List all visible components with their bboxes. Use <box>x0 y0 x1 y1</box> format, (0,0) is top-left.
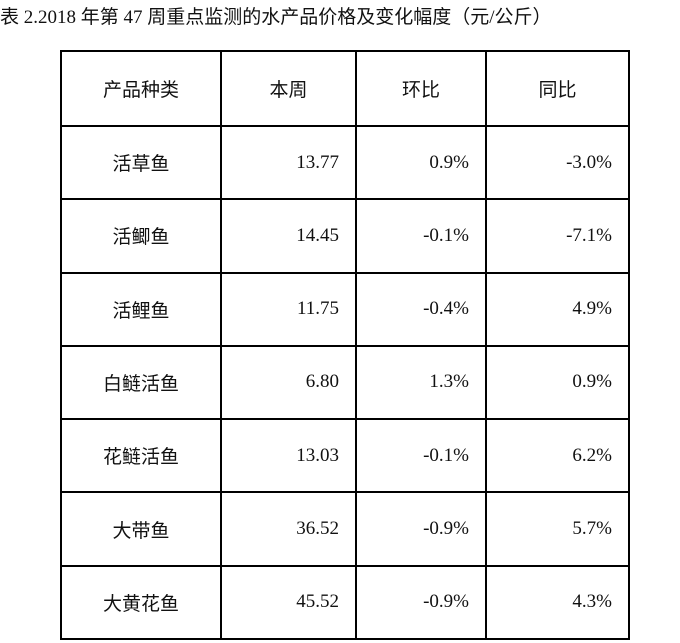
product-cell: 大黄花鱼 <box>60 564 222 641</box>
header-row: 产品种类 本周 环比 同比 <box>60 50 630 127</box>
table-row: 大黄花鱼 45.52 -0.9% 4.3% <box>60 564 630 641</box>
value-cell: 1.3% <box>355 344 487 421</box>
value-cell: 6.80 <box>220 344 357 421</box>
value-cell: 13.77 <box>220 124 357 201</box>
value-cell: -7.1% <box>485 198 630 274</box>
table-row: 活草鱼 13.77 0.9% -3.0% <box>60 124 630 201</box>
value-cell: 13.03 <box>220 418 357 494</box>
value-cell: -0.9% <box>355 564 487 641</box>
header-cell: 同比 <box>485 50 630 127</box>
price-table: 产品种类 本周 环比 同比 活草鱼 13.77 0.9% -3.0% 活鲫鱼 14.45 -0.1%… <box>60 50 630 641</box>
product-cell: 活鲤鱼 <box>60 271 222 347</box>
table-row: 大带鱼 36.52 -0.9% 5.7% <box>60 491 630 567</box>
value-cell: 36.52 <box>220 491 357 567</box>
product-cell: 活鲫鱼 <box>60 198 222 274</box>
value-cell: -0.1% <box>355 198 487 274</box>
table-row: 花鲢活鱼 13.03 -0.1% 6.2% <box>60 418 630 494</box>
value-cell: -0.9% <box>355 491 487 567</box>
table-body: 产品种类 本周 环比 同比 活草鱼 13.77 0.9% -3.0% 活鲫鱼 14.45 -0.1%… <box>60 50 630 641</box>
product-cell: 活草鱼 <box>60 124 222 201</box>
product-cell: 花鲢活鱼 <box>60 418 222 494</box>
table-row: 白鲢活鱼 6.80 1.3% 0.9% <box>60 344 630 421</box>
header-cell: 产品种类 <box>60 50 222 127</box>
value-cell: 4.9% <box>485 271 630 347</box>
value-cell: 6.2% <box>485 418 630 494</box>
value-cell: -0.4% <box>355 271 487 347</box>
value-cell: -0.1% <box>355 418 487 494</box>
value-cell: 5.7% <box>485 491 630 567</box>
value-cell: 0.9% <box>485 344 630 421</box>
product-cell: 白鲢活鱼 <box>60 344 222 421</box>
table-row: 活鲫鱼 14.45 -0.1% -7.1% <box>60 198 630 274</box>
value-cell: 4.3% <box>485 564 630 641</box>
value-cell: -3.0% <box>485 124 630 201</box>
value-cell: 0.9% <box>355 124 487 201</box>
table-row: 活鲤鱼 11.75 -0.4% 4.9% <box>60 271 630 347</box>
header-cell: 环比 <box>355 50 487 127</box>
value-cell: 45.52 <box>220 564 357 641</box>
value-cell: 14.45 <box>220 198 357 274</box>
value-cell: 11.75 <box>220 271 357 347</box>
product-cell: 大带鱼 <box>60 491 222 567</box>
header-cell: 本周 <box>220 50 357 127</box>
table-title: 表 2.2018 年第 47 周重点监测的水产品价格及变化幅度（元/公斤） <box>0 7 552 28</box>
